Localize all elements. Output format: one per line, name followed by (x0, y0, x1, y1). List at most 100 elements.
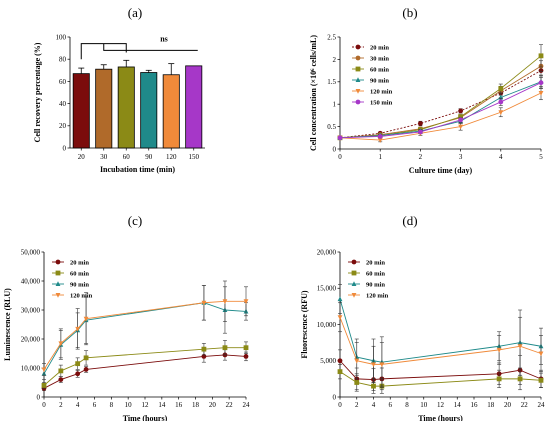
data-point (354, 380, 360, 385)
series-90-min (337, 284, 544, 388)
x-tick-label: 18 (192, 401, 200, 409)
x-tick-label: 3 (459, 153, 463, 161)
data-point (458, 108, 463, 114)
series-120-min (337, 85, 544, 143)
x-tick-label: 20 (209, 401, 217, 409)
y-tick-label: 0 (37, 393, 41, 401)
x-tick-label: 2 (59, 401, 63, 409)
data-point (538, 91, 544, 96)
x-tick-label: 90 (145, 153, 153, 161)
series-60-min (337, 364, 544, 394)
x-tick-label: 16 (471, 401, 479, 409)
data-point (83, 316, 89, 322)
legend-label: 90 min (370, 77, 389, 84)
data-point (498, 86, 504, 91)
y-tick-label: 0.5 (327, 123, 336, 131)
series-150-min (337, 77, 544, 141)
x-tick-label: 4 (76, 401, 80, 409)
y-tick-label: 2 (333, 56, 337, 64)
data-point (498, 110, 504, 116)
y-tick-label: 80 (59, 56, 67, 64)
x-tick-label: 14 (454, 401, 462, 409)
data-point (377, 134, 383, 139)
x-tick-label: 20 (504, 401, 512, 409)
data-point (222, 345, 228, 351)
data-point (498, 99, 504, 105)
y-tick-label: 0 (333, 145, 337, 153)
data-point (371, 362, 376, 368)
x-axis-title: Time (hours) (123, 414, 168, 421)
legend-label: 60 min (70, 270, 89, 277)
x-tick-label: 12 (437, 401, 445, 409)
legend-marker (55, 259, 61, 265)
x-tick-label: 60 (123, 153, 131, 161)
legend-marker (355, 99, 361, 105)
data-point (418, 121, 423, 126)
legend-entry: 90 min (348, 281, 385, 288)
x-tick-label: 2 (355, 401, 359, 409)
series-20-min (41, 349, 249, 391)
data-point (458, 114, 463, 120)
series-60-min (41, 340, 249, 389)
significance-label: ns (160, 35, 168, 44)
legend-label: 60 min (366, 270, 385, 277)
bar (140, 72, 158, 149)
legend-marker (355, 55, 361, 61)
data-point (458, 124, 463, 130)
legend-entry: 150 min (352, 99, 393, 106)
legend-label: 150 min (370, 99, 393, 106)
legend-marker (55, 270, 61, 276)
y-axis-title: Fluorescence (RFU) (300, 290, 309, 358)
series-line (43, 347, 246, 386)
data-point (354, 358, 360, 364)
x-tick-label: 8 (405, 401, 409, 409)
y-tick-label: 20,000 (21, 335, 41, 343)
legend-label: 20 min (366, 259, 385, 266)
data-point (41, 367, 47, 373)
y-tick-label: 0 (63, 144, 67, 152)
x-tick-label: 5 (539, 153, 543, 161)
y-tick-label: 20,000 (317, 248, 337, 256)
x-tick-label: 24 (538, 401, 546, 409)
data-point (75, 361, 81, 367)
x-tick-label: 10 (420, 401, 428, 409)
x-tick-label: 22 (521, 401, 529, 409)
x-tick-label: 1 (378, 153, 382, 161)
legend-marker (55, 293, 61, 298)
y-tick-label: 1 (333, 101, 337, 109)
x-tick-label: 22 (226, 401, 234, 409)
legend-label: 120 min (70, 292, 93, 299)
data-point (83, 367, 89, 372)
data-point (243, 345, 249, 351)
data-point (337, 135, 343, 141)
x-tick-label: 120 (166, 153, 177, 161)
x-tick-label: 2 (419, 153, 423, 161)
legend-marker (351, 270, 357, 276)
legend-entry: 60 min (348, 270, 385, 277)
legend-marker (351, 259, 357, 265)
data-point (58, 377, 64, 382)
y-tick-label: 5,000 (320, 357, 336, 365)
data-point (538, 80, 544, 86)
y-tick-label: 30,000 (21, 306, 41, 314)
data-point (337, 358, 343, 364)
panel-label: (a) (128, 5, 142, 20)
x-tick-label: 12 (142, 401, 150, 409)
legend-entry: 20 min (352, 44, 389, 51)
data-point (222, 299, 228, 305)
legend-entry: 90 min (52, 281, 89, 288)
y-axis-title: Cell recovery percentage (%) (33, 42, 42, 142)
x-tick-label: 6 (93, 401, 97, 409)
x-tick-label: 30 (100, 153, 108, 161)
x-tick-label: 0 (338, 153, 342, 161)
y-tick-label: 10,000 (21, 364, 41, 372)
panel-a-bar-chart: 0 20 40 60 80 100 20 30 60 90 120 150 ns (a) Incubatio… (33, 5, 205, 174)
data-point (538, 351, 544, 357)
data-point (371, 383, 376, 389)
x-tick-label: 8 (110, 401, 114, 409)
y-tick-label: 40,000 (21, 277, 41, 285)
bar (95, 68, 113, 149)
